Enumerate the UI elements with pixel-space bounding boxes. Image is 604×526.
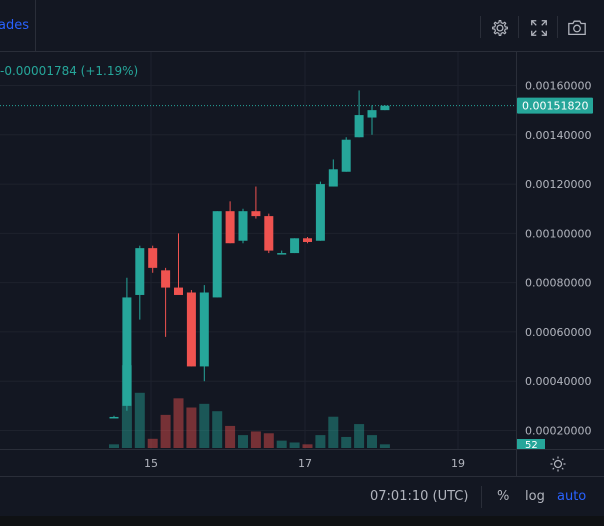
camera-icon[interactable] <box>566 18 588 38</box>
candle-body <box>380 105 390 111</box>
percent-toggle[interactable]: % <box>497 489 510 504</box>
volume-bar <box>147 438 158 448</box>
candle-body <box>315 184 325 241</box>
current-price-label: 0.00151820 <box>522 100 588 113</box>
volume-bar <box>379 444 390 448</box>
time-axis-canvas: 15 17 19 <box>144 457 465 470</box>
axis-corner <box>516 449 604 476</box>
candle-body <box>161 270 171 288</box>
candle-body <box>199 292 209 367</box>
time-tick-label: 15 <box>144 457 158 470</box>
toolbar-divider <box>518 16 519 38</box>
volume-bar <box>199 403 210 448</box>
volume-bar <box>134 392 145 448</box>
candle-body <box>251 211 261 217</box>
volume-bar <box>328 416 339 448</box>
volume-bar <box>186 407 197 448</box>
chart-canvas[interactable] <box>0 52 516 449</box>
toolbar-divider <box>557 16 558 38</box>
time-tick-label: 17 <box>298 457 312 470</box>
price-tick-label: 0.00160000 <box>525 80 591 93</box>
price-tick-label: 0.00040000 <box>525 375 591 388</box>
clock-readout[interactable]: 07:01:10 (UTC) <box>370 489 469 504</box>
candle-body <box>186 292 196 367</box>
price-axis-canvas: 0.00020000 0.00040000 0.00060000 0.00080000… <box>517 80 593 451</box>
sun-icon[interactable] <box>549 455 567 473</box>
volume-bar <box>302 444 313 448</box>
candle-body <box>367 110 377 118</box>
volume-bar <box>367 435 377 448</box>
price-tick-label: 0.00120000 <box>525 178 591 191</box>
volume-bar <box>341 436 352 448</box>
candle-body <box>225 211 235 244</box>
candle-body <box>212 211 222 298</box>
chart-pane[interactable] <box>0 52 516 449</box>
volume-bar <box>238 435 248 448</box>
candle-body <box>122 297 132 406</box>
volume-bar <box>225 425 236 448</box>
candle-body <box>109 416 119 419</box>
price-tick-label: 0.00100000 <box>525 227 591 240</box>
volume-bar <box>289 442 300 448</box>
candle-body <box>354 115 364 138</box>
current-price-badge <box>517 97 593 114</box>
volume-badge <box>517 439 545 451</box>
auto-toggle[interactable]: auto <box>557 489 587 504</box>
volume-bar <box>212 411 223 448</box>
price-tick-label: 0.00140000 <box>525 129 591 142</box>
chart-toolbar: ades <box>0 0 604 52</box>
volume-bar <box>109 444 119 448</box>
candle-body <box>341 139 351 172</box>
price-tick-label: 0.00080000 <box>525 277 591 290</box>
candle-body <box>277 253 287 255</box>
tab-trades-label: ades <box>0 18 29 33</box>
volume-bar <box>173 398 184 448</box>
volume-bar <box>276 440 287 448</box>
volume-bar <box>263 433 274 448</box>
chart-footer: 07:01:10 (UTC) % log auto <box>0 476 604 516</box>
candle-body <box>303 238 312 242</box>
volume-bar <box>354 424 365 448</box>
fullscreen-icon[interactable] <box>528 18 550 38</box>
gear-icon[interactable] <box>489 18 511 38</box>
log-toggle[interactable]: log <box>525 489 545 504</box>
volume-label: 52 <box>525 440 538 449</box>
volume-bar <box>315 435 326 448</box>
candle-body <box>238 211 248 241</box>
candle-body <box>328 169 338 187</box>
volume-bar <box>160 414 171 448</box>
candle-body <box>135 248 145 295</box>
price-change-legend: -0.00001784 (+1.19%) <box>0 64 139 78</box>
volume-bar <box>250 431 261 448</box>
candle-body <box>174 287 183 295</box>
candle-body <box>290 238 300 254</box>
tab-trades[interactable]: ades <box>0 0 36 52</box>
time-tick-label: 19 <box>451 457 465 470</box>
price-axis[interactable]: 0.00020000 0.00040000 0.00060000 0.00080000… <box>516 52 604 451</box>
price-tick-label: 0.00060000 <box>525 326 591 339</box>
price-tick-label: 0.00020000 <box>525 425 591 438</box>
time-axis[interactable]: 15 17 19 <box>0 449 516 476</box>
candle-body <box>264 216 274 251</box>
toolbar-divider <box>480 16 481 38</box>
footer-divider <box>481 486 482 508</box>
candle-body <box>148 248 158 268</box>
